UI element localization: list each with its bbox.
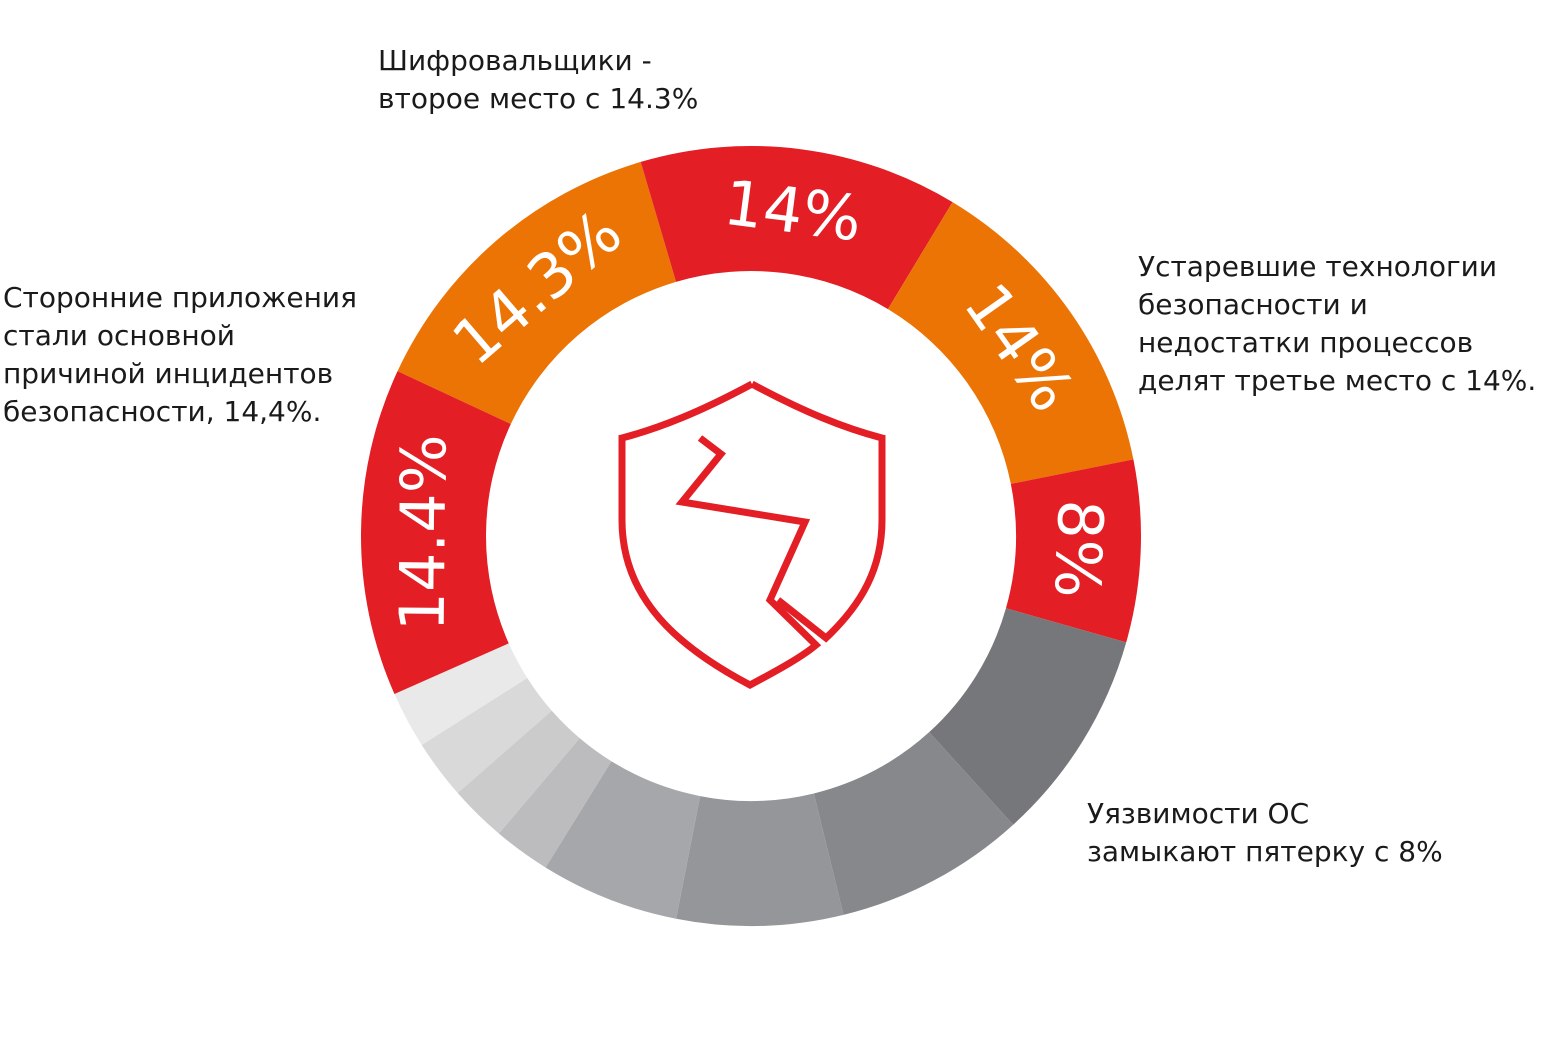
annotation-line: делят третье место с 14%.	[1138, 364, 1537, 397]
annotation-ransomware: Шифровальщики - второе место с 14.3%	[378, 42, 698, 118]
annotation-line: второе место с 14.3%	[378, 82, 699, 115]
annotation-outdated-tech: Устаревшие технологии безопасности и нед…	[1138, 248, 1536, 400]
slice-label-12: 14.4%	[386, 434, 461, 632]
annotation-os-vulnerabilities: Уязвимости ОС замыкают пятерку с 8%	[1087, 795, 1443, 871]
annotation-third-party-apps: Сторонние приложения стали основной прич…	[3, 279, 357, 431]
donut-slice-11	[394, 643, 528, 745]
donut-slice-1	[640, 145, 953, 310]
donut-slice-9	[457, 710, 580, 834]
donut-slice-10	[421, 677, 552, 794]
donut-slice-3	[1005, 459, 1141, 643]
donut-slice-6	[676, 793, 844, 926]
donut-slice-0	[397, 161, 677, 425]
annotation-line: Устаревшие технологии	[1138, 250, 1498, 283]
annotation-line: причиной инцидентов	[3, 357, 334, 390]
broken-shield-icon	[618, 380, 886, 689]
annotation-line: безопасности, 14,4%.	[3, 395, 322, 428]
donut-slice-2	[887, 202, 1134, 484]
donut-slice-8	[498, 738, 612, 868]
annotation-line: замыкают пятерку с 8%	[1087, 835, 1443, 868]
donut-slices	[361, 145, 1141, 926]
annotation-line: Шифровальщики -	[378, 44, 652, 77]
annotation-line: Сторонние приложения	[3, 281, 357, 314]
donut-slice-4	[929, 608, 1127, 825]
donut-slice-7	[545, 761, 701, 919]
annotation-line: безопасности и	[1138, 288, 1368, 321]
slice-label-3: 8%	[1040, 498, 1117, 599]
annotation-line: недостатки процессов	[1138, 326, 1474, 359]
donut-slice-12	[361, 371, 511, 695]
slice-label-1: 14%	[720, 166, 866, 256]
annotation-line: Уязвимости ОС	[1087, 797, 1310, 830]
annotation-line: стали основной	[3, 319, 235, 352]
donut-slice-5	[813, 732, 1014, 915]
